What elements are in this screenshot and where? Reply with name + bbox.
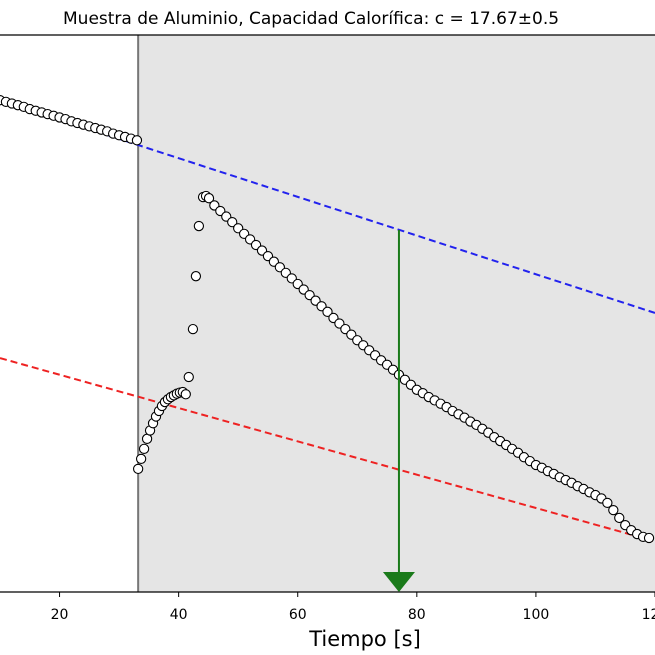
x-tick-label: 120 xyxy=(642,607,655,623)
data-point xyxy=(132,463,144,475)
x-tick-label: 100 xyxy=(523,607,550,623)
data-point xyxy=(135,453,147,465)
data-point xyxy=(227,217,238,228)
data-point xyxy=(180,389,191,400)
data-point xyxy=(138,443,150,455)
arrow-head xyxy=(382,572,415,592)
x-tick-label: 40 xyxy=(170,607,188,623)
x-tick-label: 60 xyxy=(289,607,307,623)
data-point xyxy=(614,512,625,524)
data-point xyxy=(131,135,143,146)
data-point xyxy=(190,271,202,282)
data-point xyxy=(602,497,613,509)
data-point xyxy=(608,504,619,516)
fit-line xyxy=(0,357,655,543)
data-point xyxy=(187,323,199,335)
data-point xyxy=(643,532,655,544)
data-point xyxy=(322,306,333,317)
data-point xyxy=(183,371,194,383)
x-tick-label: 20 xyxy=(51,607,69,623)
x-tick-label: 80 xyxy=(408,607,426,623)
data-point xyxy=(193,220,205,232)
shaded-region xyxy=(138,35,655,592)
data-point xyxy=(203,193,215,204)
chart-title: Muestra de Aluminio, Capacidad Calorífic… xyxy=(63,9,559,29)
x-axis-label: Tiempo [s] xyxy=(308,627,421,651)
